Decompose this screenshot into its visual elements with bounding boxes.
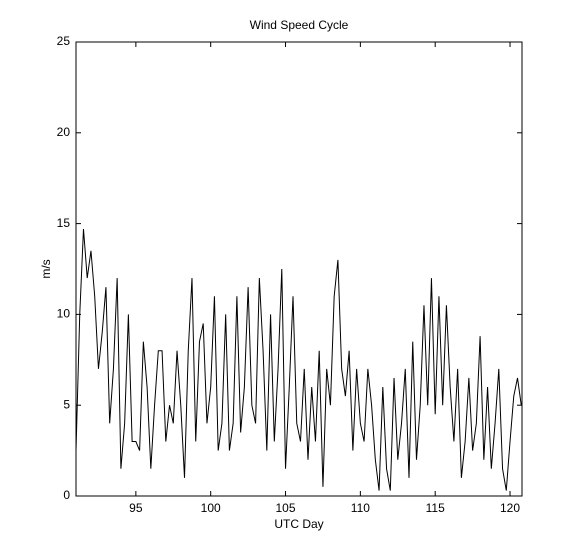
x-tick-label: 120 [500,501,520,515]
x-axis-label: UTC Day [274,517,323,531]
chart-title: Wind Speed Cycle [250,18,349,32]
x-tick-label: 100 [201,501,221,515]
y-tick-label: 10 [57,307,71,321]
y-axis-label: m/s [39,259,53,278]
x-tick-label: 105 [276,501,296,515]
line [75,229,522,491]
x-tick-label: 115 [426,501,445,515]
y-tick-label: 25 [57,34,71,48]
x-tick-label: 110 [351,501,370,515]
y-tick-label: 0 [63,488,70,502]
y-tick-label: 5 [63,397,70,411]
y-tick-label: 15 [57,216,71,230]
x-tick-label: 95 [129,501,143,515]
plot-box [75,41,523,497]
y-tick-label: 20 [57,125,71,139]
